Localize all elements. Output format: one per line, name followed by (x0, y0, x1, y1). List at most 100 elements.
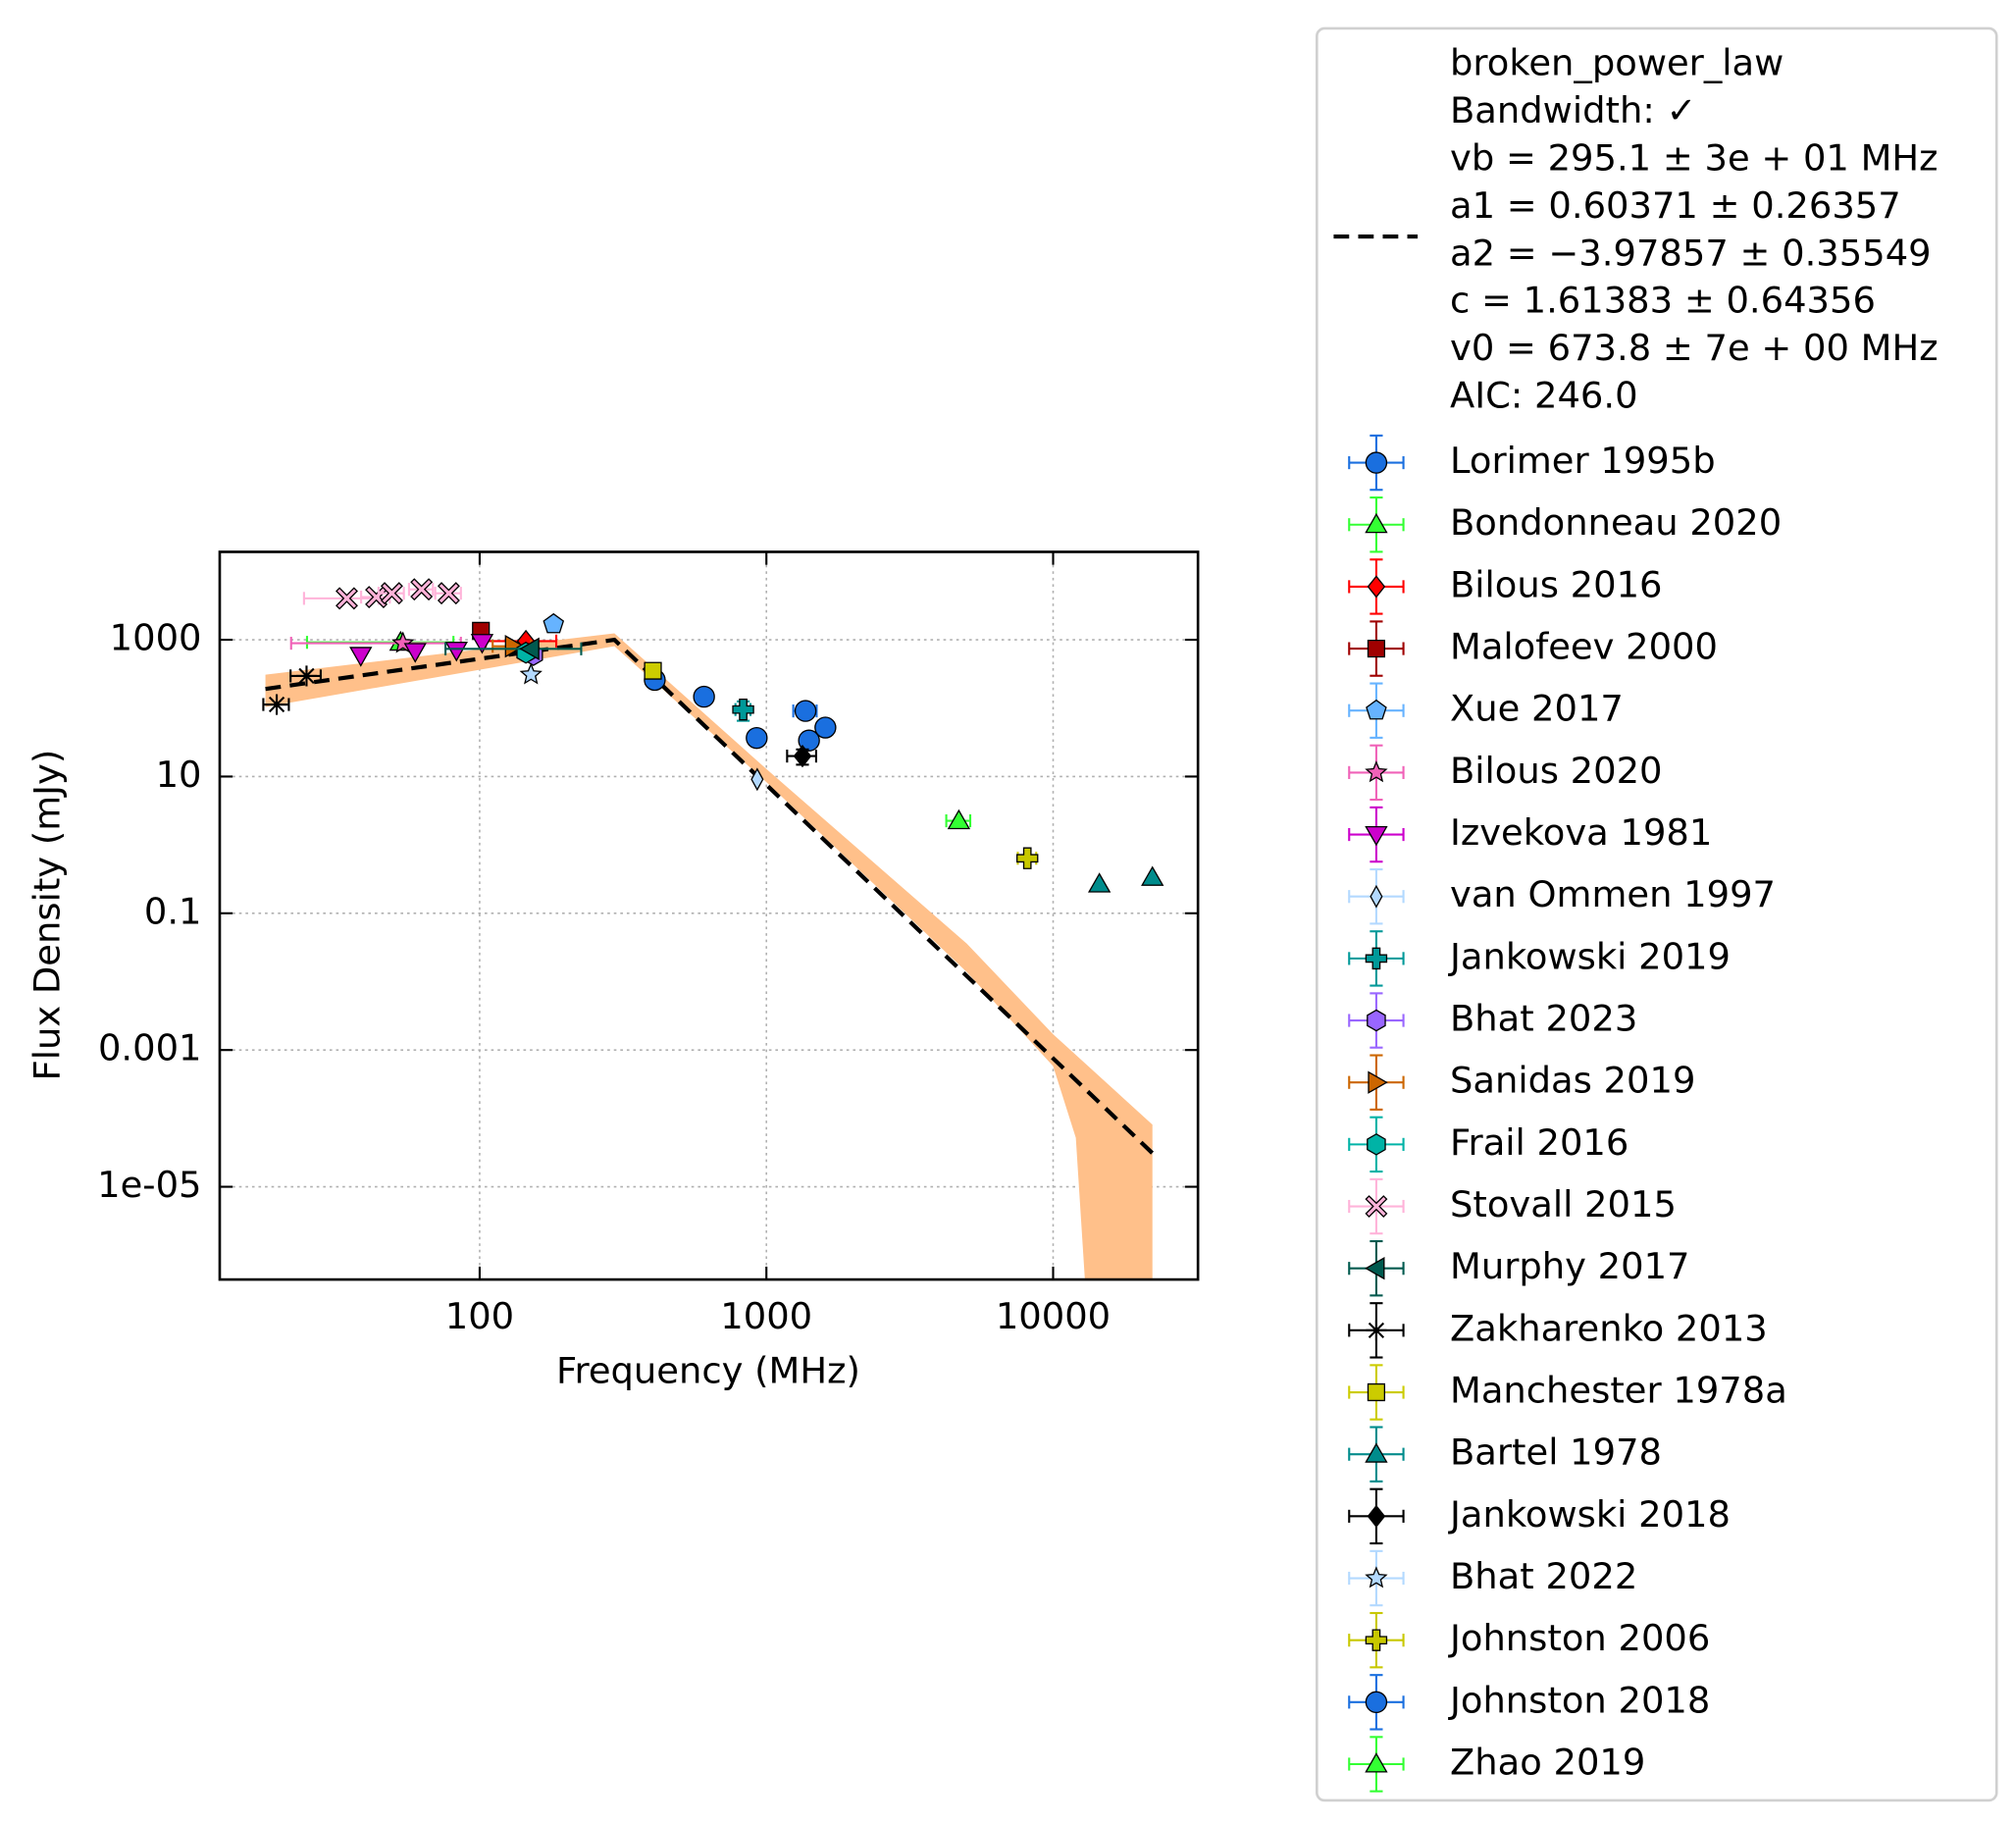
legend-label: Bilous 2016 (1450, 563, 1663, 605)
marker (444, 642, 468, 662)
y-tick-label: 0.001 (98, 1027, 202, 1069)
legend-label: Xue 2017 (1450, 688, 1624, 730)
axes-frame (218, 550, 1200, 1281)
error-bar (289, 636, 462, 651)
y-tick-label: 1000 (110, 617, 202, 659)
marker (644, 661, 662, 680)
legend-label: Zakharenko 2013 (1450, 1307, 1768, 1349)
legend-fit-text: AIC: 246.0 (1450, 375, 1638, 417)
legend-label: van Ommen 1997 (1450, 873, 1776, 915)
legend-fit-text: c = 1.61383 ± 0.64356 (1450, 280, 1876, 322)
legend-entry: Bhat 2023 (1348, 992, 1637, 1049)
marker (295, 665, 318, 687)
marker (1365, 1691, 1388, 1713)
legend-entry: Johnston 2018 (1348, 1674, 1710, 1731)
legend-label: Bilous 2020 (1450, 750, 1663, 792)
legend-fit-text: a2 = −3.97857 ± 0.35549 (1450, 232, 1932, 274)
marker (1365, 1257, 1385, 1280)
legend-fit-text: a1 = 0.60371 ± 0.26357 (1450, 184, 1901, 227)
marker (693, 685, 715, 708)
legend-label: Johnston 2018 (1448, 1679, 1710, 1721)
legend-label: Zhao 2019 (1450, 1741, 1645, 1783)
marker (437, 582, 460, 605)
marker (1365, 1195, 1388, 1219)
x-axis-label: Frequency (MHz) (556, 1349, 860, 1391)
y-tick-label: 1e-05 (97, 1164, 201, 1206)
legend-entry: Frail 2016 (1348, 1116, 1628, 1173)
fit-band (265, 633, 1153, 1280)
plot-area (219, 551, 1199, 1280)
legend-fit-text: broken_power_law (1450, 41, 1783, 83)
marker (1141, 865, 1164, 886)
x-tick-label: 1000 (720, 1295, 812, 1337)
legend-fit-text: v0 = 673.8 ± 7e + 00 MHz (1450, 327, 1938, 369)
marker (1367, 1133, 1386, 1156)
marker (1368, 1070, 1388, 1094)
marker (750, 767, 764, 792)
legend-entry: Sanidas 2019 (1348, 1054, 1695, 1111)
legend-label: Bondonneau 2020 (1450, 501, 1782, 544)
legend-entry: Manchester 1978a (1348, 1364, 1787, 1421)
marker (403, 643, 427, 663)
marker (1367, 639, 1386, 658)
marker (814, 716, 837, 739)
legend-label: Bhat 2022 (1450, 1555, 1637, 1597)
legend-label: Jankowski 2019 (1448, 935, 1731, 977)
marker (1365, 512, 1388, 534)
marker (1370, 884, 1383, 909)
legend-entry: Stovall 2015 (1348, 1177, 1677, 1235)
legend-entry: Zakharenko 2013 (1348, 1302, 1768, 1359)
marker (519, 637, 540, 660)
y-axis-label: Flux Density (mJy) (26, 750, 69, 1081)
marker (1365, 1442, 1388, 1463)
marker (947, 808, 971, 830)
legend-entry: Bartel 1978 (1348, 1426, 1662, 1483)
marker (1367, 575, 1386, 599)
legend-label: Izvekova 1981 (1450, 811, 1712, 854)
legend-label: Frail 2016 (1450, 1121, 1628, 1164)
marker (1366, 1320, 1387, 1341)
legend-label: Stovall 2015 (1450, 1183, 1677, 1225)
legend-entry: van Ommen 1997 (1348, 868, 1776, 925)
x-tick-label: 10000 (996, 1295, 1111, 1337)
marker (336, 587, 358, 610)
marker (1365, 760, 1388, 783)
marker (1087, 872, 1111, 893)
legend-label: Sanidas 2019 (1450, 1060, 1695, 1102)
legend-entry: Bhat 2022 (1348, 1549, 1637, 1607)
marker (793, 745, 812, 768)
marker (732, 698, 754, 721)
y-tick-label: 10 (156, 754, 202, 796)
marker (794, 700, 817, 722)
marker (1367, 1504, 1386, 1528)
legend: broken_power_law Bandwidth: ✓ vb = 295.1 ±… (1333, 41, 1938, 1793)
marker (266, 694, 287, 715)
legend-entry: Izvekova 1981 (1348, 806, 1712, 863)
legend-label: Johnston 2006 (1448, 1617, 1710, 1659)
legend-entry: Murphy 2017 (1348, 1239, 1690, 1297)
legend-entry: Lorimer 1995b (1348, 434, 1716, 492)
marker (1367, 1009, 1386, 1032)
marker (410, 578, 434, 601)
legend-entry: Johnston 2006 (1348, 1611, 1710, 1669)
marker (543, 612, 565, 634)
legend-label: Bhat 2023 (1450, 998, 1637, 1040)
marker (504, 634, 526, 658)
legend-entry: Xue 2017 (1348, 682, 1624, 739)
marker (1365, 451, 1388, 474)
legend-entry: Bilous 2020 (1348, 744, 1663, 802)
marker (1365, 947, 1388, 970)
y-tick-label: 0.1 (144, 890, 202, 932)
legend-label: Bartel 1978 (1450, 1432, 1662, 1474)
marker (798, 729, 820, 752)
legend-entry: Jankowski 2019 (1348, 930, 1731, 987)
marker (1367, 1382, 1386, 1402)
legend-fit-text: Bandwidth: ✓ (1450, 89, 1696, 131)
legend-fit-text: vb = 295.1 ± 3e + 01 MHz (1450, 136, 1938, 179)
x-tick-label: 100 (445, 1295, 514, 1337)
marker (1365, 825, 1388, 847)
marker (380, 582, 403, 605)
legend-entry: Malofeev 2000 (1348, 620, 1718, 677)
legend-label: Jankowski 2018 (1448, 1493, 1731, 1536)
